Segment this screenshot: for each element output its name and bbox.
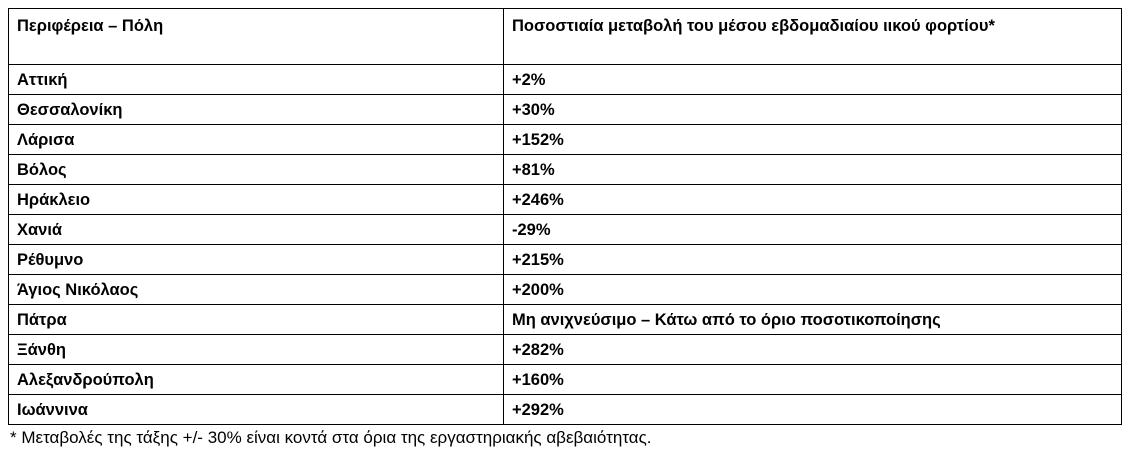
- table-row: Ξάνθη +282%: [8, 334, 1122, 365]
- table-row: Ρέθυμνο +215%: [8, 244, 1122, 275]
- change-cell: +292%: [503, 394, 1122, 425]
- table-row: Αττική +2%: [8, 64, 1122, 95]
- city-cell: Πάτρα: [8, 304, 504, 335]
- city-cell: Ιωάννινα: [8, 394, 504, 425]
- table-row: Άγιος Νικόλαος +200%: [8, 274, 1122, 305]
- city-cell: Θεσσαλονίκη: [8, 94, 504, 125]
- change-cell: -29%: [503, 214, 1122, 245]
- data-table: Περιφέρεια – Πόλη Ποσοστιαία μεταβολή το…: [8, 8, 1122, 425]
- table-row: Ηράκλειο +246%: [8, 184, 1122, 215]
- table-row: Βόλος +81%: [8, 154, 1122, 185]
- change-cell: +160%: [503, 364, 1122, 395]
- header-cell: Περιφέρεια – Πόλη: [8, 8, 504, 65]
- table-row: Αλεξανδρούπολη +160%: [8, 364, 1122, 395]
- city-cell: Ηράκλειο: [8, 184, 504, 215]
- change-cell: +282%: [503, 334, 1122, 365]
- change-cell: +152%: [503, 124, 1122, 155]
- city-cell: Λάρισα: [8, 124, 504, 155]
- table-row: Λάρισα +152%: [8, 124, 1122, 155]
- table-row: Πάτρα Μη ανιχνεύσιμο – Κάτω από το όριο π…: [8, 304, 1122, 335]
- city-cell: Ξάνθη: [8, 334, 504, 365]
- footnote: * Μεταβολές της τάξης +/- 30% είναι κοντ…: [10, 428, 652, 447]
- change-cell: +30%: [503, 94, 1122, 125]
- city-cell: Χανιά: [8, 214, 504, 245]
- table-row: Ιωάννινα +292%: [8, 394, 1122, 425]
- table-body: Αττική +2% Θεσσαλονίκη +30% Λάρισα +152% Βόλος…: [8, 64, 1122, 425]
- change-cell: Μη ανιχνεύσιμο – Κάτω από το όριο ποσοτι…: [503, 304, 1122, 335]
- header-row: Περιφέρεια – Πόλη Ποσοστιαία μεταβολή το…: [8, 8, 1122, 65]
- city-cell: Βόλος: [8, 154, 504, 185]
- city-cell: Αττική: [8, 64, 504, 95]
- city-cell: Ρέθυμνο: [8, 244, 504, 275]
- change-cell: +2%: [503, 64, 1122, 95]
- change-cell: +200%: [503, 274, 1122, 305]
- city-cell: Αλεξανδρούπολη: [8, 364, 504, 395]
- change-cell: +81%: [503, 154, 1122, 185]
- table-row: Χανιά -29%: [8, 214, 1122, 245]
- change-cell: +246%: [503, 184, 1122, 215]
- city-cell: Άγιος Νικόλαος: [8, 274, 504, 305]
- header-cell: Ποσοστιαία μεταβολή του μέσου εβδομαδιαί…: [503, 8, 1122, 65]
- table-row: Θεσσαλονίκη +30%: [8, 94, 1122, 125]
- change-cell: +215%: [503, 244, 1122, 275]
